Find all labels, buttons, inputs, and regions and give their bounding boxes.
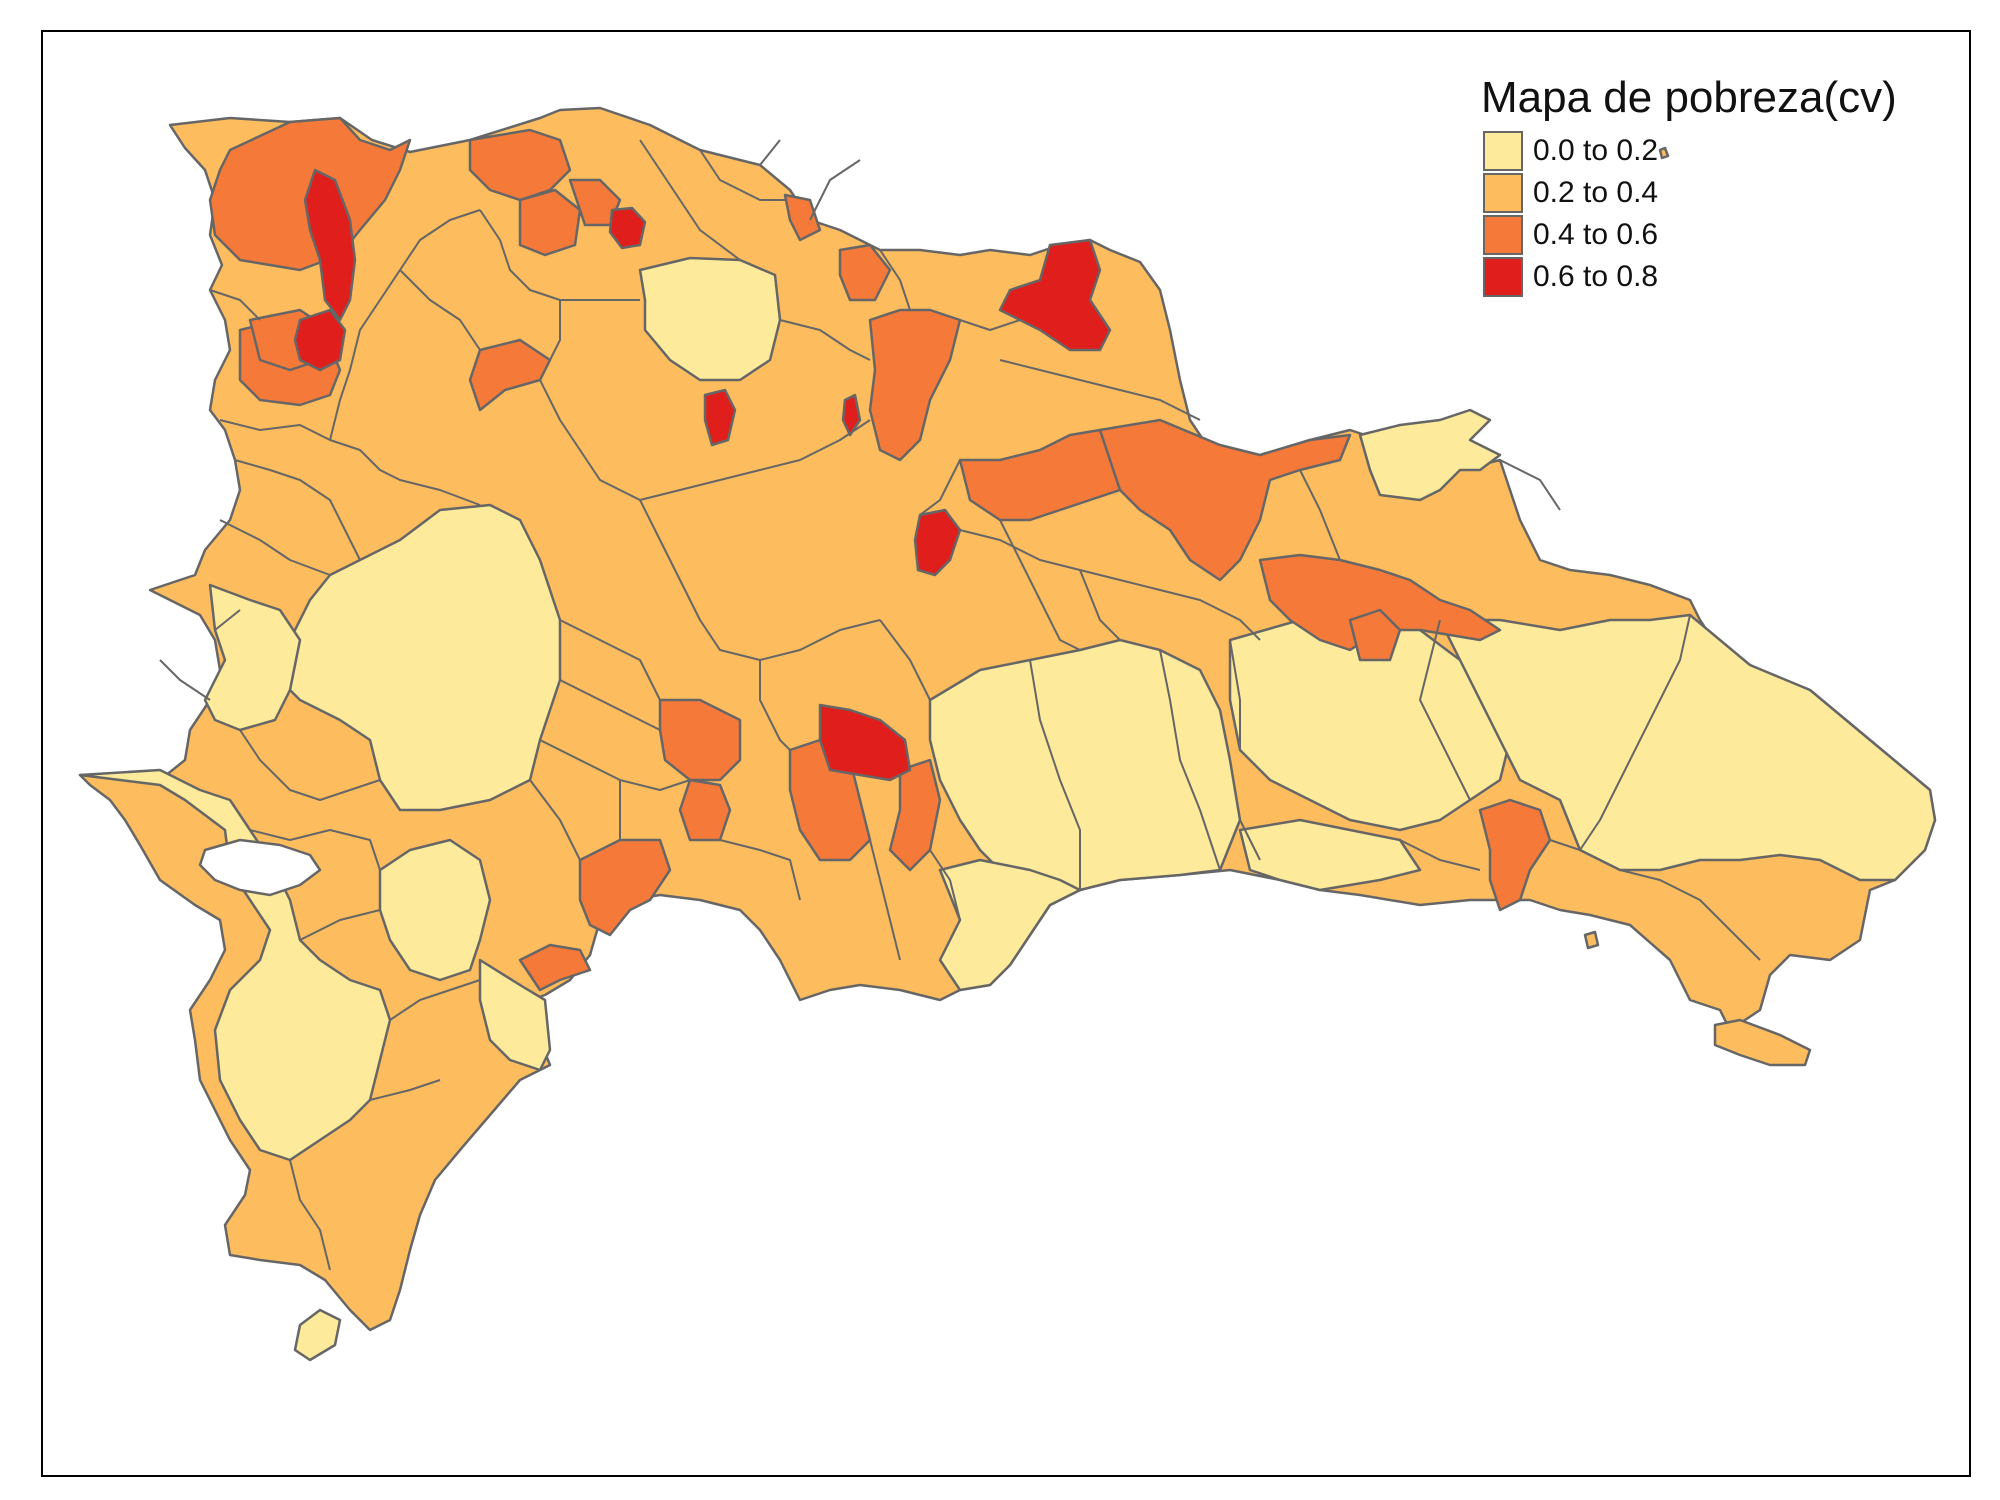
region-nw-light-1 <box>638 256 782 382</box>
region-central-orange-1 <box>468 338 552 412</box>
legend-label: 0.4 to 0.6 <box>1533 218 1659 251</box>
region-west-light-1 <box>203 583 302 732</box>
region-central-red-1 <box>703 388 737 447</box>
region-east-orange-1 <box>1258 553 1502 652</box>
region-center-orange-4 <box>888 758 942 872</box>
region-ne-red-1 <box>998 238 1112 352</box>
island-small-1 <box>1713 1018 1812 1067</box>
legend-label: 0.6 to 0.8 <box>1533 260 1659 293</box>
legend-swatch <box>1483 131 1523 171</box>
region-north-orange-1 <box>468 128 572 202</box>
region-south-orange-1 <box>578 838 672 937</box>
region-north-orange-2 <box>518 188 582 257</box>
region-central-south-orange-2 <box>678 778 732 842</box>
legend-swatch <box>1483 173 1523 213</box>
island-small-2 <box>1583 930 1600 950</box>
legend-swatch <box>1483 215 1523 255</box>
region-north-red-1 <box>608 206 647 250</box>
legend-swatch <box>1483 257 1523 297</box>
region-samana-light <box>1358 408 1502 502</box>
region-east-orange-2 <box>1348 608 1402 662</box>
legend-item: 0.0 to 0.2 <box>1483 130 1941 172</box>
region-barahona-light <box>478 958 552 1072</box>
municipality-regions <box>78 106 1937 1362</box>
region-nw-red-2 <box>293 308 347 372</box>
region-south-east-light <box>1238 818 1422 892</box>
region-south-coast-light <box>938 858 1082 992</box>
legend-item: 0.6 to 0.8 <box>1483 256 1941 298</box>
region-north-central-orange-1 <box>868 308 962 462</box>
legend-items: 0.0 to 0.2 0.2 to 0.4 0.4 to 0.6 0.6 to … <box>1481 130 1941 298</box>
region-central-red-2 <box>841 393 862 437</box>
region-south-central-red-1 <box>818 703 912 782</box>
region-far-east-light <box>1438 613 1937 882</box>
island-small-3 <box>1658 146 1670 160</box>
region-north-orange-5 <box>838 243 892 302</box>
region-south-orange-2 <box>518 943 592 992</box>
municipal-borders <box>159 139 1761 1271</box>
lake-enriquillo <box>198 838 322 897</box>
legend-item: 0.2 to 0.4 <box>1483 172 1941 214</box>
region-central-red-3 <box>913 508 962 577</box>
legend-item: 0.4 to 0.6 <box>1483 214 1941 256</box>
map-legend: Mapa de pobreza(cv) 0.0 to 0.2 0.2 to 0.… <box>1481 72 1941 298</box>
legend-label: 0.2 to 0.4 <box>1533 176 1659 209</box>
region-south-west-light-2 <box>378 838 492 982</box>
legend-title: Mapa de pobreza(cv) <box>1481 73 1897 122</box>
region-saona-light <box>293 1308 342 1362</box>
region-east-se-orange <box>1478 798 1552 912</box>
region-central-south-orange-1 <box>658 698 742 782</box>
region-north-orange-4 <box>783 193 822 242</box>
legend-label: 0.0 to 0.2 <box>1533 134 1659 167</box>
region-ne-orange-2 <box>1098 418 1352 582</box>
region-nw-red-1 <box>303 168 357 322</box>
